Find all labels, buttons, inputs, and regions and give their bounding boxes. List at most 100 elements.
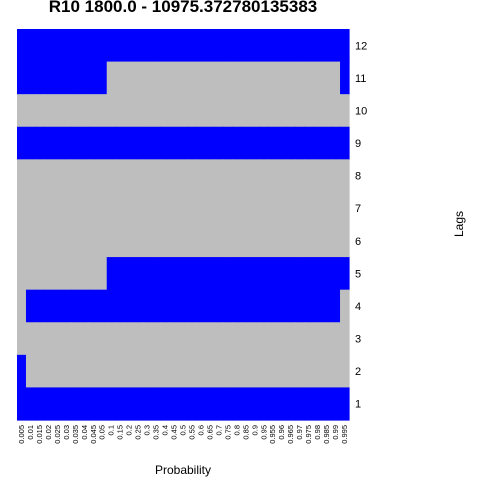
heatmap-cell (106, 257, 117, 291)
heatmap-cell (61, 29, 72, 63)
heatmap-cell (250, 289, 260, 323)
heatmap-cell (178, 322, 189, 356)
heatmap-cell (61, 354, 72, 389)
heatmap-cell (25, 257, 36, 291)
heatmap-cell (313, 354, 323, 389)
heatmap-cell (295, 61, 305, 95)
heatmap-cell (304, 94, 314, 128)
heatmap-cell (295, 289, 305, 323)
heatmap-cell (214, 61, 224, 95)
x-tick-label: 0.965 (286, 425, 295, 444)
heatmap-cell (340, 322, 350, 356)
heatmap-cell (61, 126, 72, 160)
heatmap-cell (124, 94, 135, 128)
heatmap-cell (214, 289, 224, 323)
heatmap-cell (214, 322, 224, 356)
heatmap-cell (322, 94, 332, 128)
heatmap-cell (268, 257, 278, 291)
heatmap-cell (169, 126, 180, 160)
heatmap-cell (52, 289, 63, 323)
heatmap-cell (223, 224, 233, 258)
x-tick-label: 0.975 (304, 425, 313, 444)
heatmap-cell (277, 159, 287, 193)
heatmap-cell (187, 322, 198, 356)
heatmap-cell (268, 387, 278, 421)
heatmap-cell (205, 224, 216, 258)
heatmap-cell (97, 257, 108, 291)
heatmap-cell (223, 61, 233, 95)
heatmap-cell (259, 289, 269, 323)
heatmap-cell (322, 29, 332, 63)
heatmap-cell (88, 322, 99, 356)
heatmap-cell (223, 289, 233, 323)
heatmap-cell (52, 94, 63, 128)
heatmap-cell (196, 61, 207, 95)
heatmap-cell (340, 224, 350, 258)
heatmap-cell (70, 322, 81, 356)
heatmap-cell (259, 94, 269, 128)
heatmap-cell (232, 354, 242, 389)
heatmap-cell (304, 387, 314, 421)
y-tick-label: 2 (355, 366, 361, 378)
x-tick-label: 0.7 (214, 425, 223, 435)
heatmap-cell (142, 29, 153, 63)
heatmap-cell (52, 387, 63, 421)
heatmap-cell (79, 257, 90, 291)
heatmap-cell (17, 289, 27, 323)
heatmap-cell (52, 257, 63, 291)
heatmap-cell (70, 94, 81, 128)
heatmap-cell (304, 126, 314, 160)
heatmap-cell (52, 354, 63, 389)
heatmap-cell (313, 322, 323, 356)
heatmap-cell (169, 94, 180, 128)
heatmap-cell (34, 29, 45, 63)
heatmap-cell (313, 257, 323, 291)
x-tick-label: 0.01 (26, 425, 35, 440)
heatmap-cell (160, 126, 171, 160)
heatmap-cell (115, 29, 126, 63)
x-tick-label: 0.955 (268, 425, 277, 444)
heatmap-cell (205, 387, 216, 421)
heatmap-cell (97, 289, 108, 323)
heatmap-cell (304, 257, 314, 291)
heatmap-cell (250, 61, 260, 95)
heatmap-cell (151, 126, 162, 160)
heatmap-cell (43, 29, 54, 63)
x-tick-label: 0.97 (295, 425, 304, 440)
heatmap-cell (34, 289, 45, 323)
x-tick-label: 0.03 (62, 425, 71, 440)
heatmap-cell (241, 94, 251, 128)
heatmap-cell (34, 61, 45, 95)
heatmap-cell (196, 94, 207, 128)
heatmap-cell (151, 354, 162, 389)
heatmap-cell (223, 126, 233, 160)
heatmap-cell (295, 354, 305, 389)
heatmap-cell (79, 322, 90, 356)
heatmap-cell (331, 61, 341, 95)
heatmap-cell (70, 387, 81, 421)
heatmap-cell (97, 29, 108, 63)
heatmap-cell (124, 257, 135, 291)
heatmap-cell (241, 224, 251, 258)
heatmap-cell (79, 29, 90, 63)
heatmap-cell (286, 126, 296, 160)
heatmap-cell (232, 61, 242, 95)
heatmap-cell (277, 289, 287, 323)
x-tick-label: 0.985 (322, 425, 331, 444)
heatmap-cell (169, 159, 180, 193)
heatmap-cell (88, 29, 99, 63)
heatmap-cell (322, 354, 332, 389)
y-tick-label: 10 (355, 105, 367, 117)
heatmap-cell (25, 354, 36, 389)
heatmap-cell (79, 289, 90, 323)
heatmap-cell (313, 159, 323, 193)
heatmap-cell (88, 159, 99, 193)
heatmap-cell (160, 29, 171, 63)
heatmap-cell (241, 61, 251, 95)
heatmap-cell (34, 224, 45, 258)
y-axis-label: Lags (452, 211, 466, 237)
y-tick-label: 6 (355, 236, 361, 248)
heatmap-cell (52, 191, 63, 226)
heatmap-cell (196, 224, 207, 258)
